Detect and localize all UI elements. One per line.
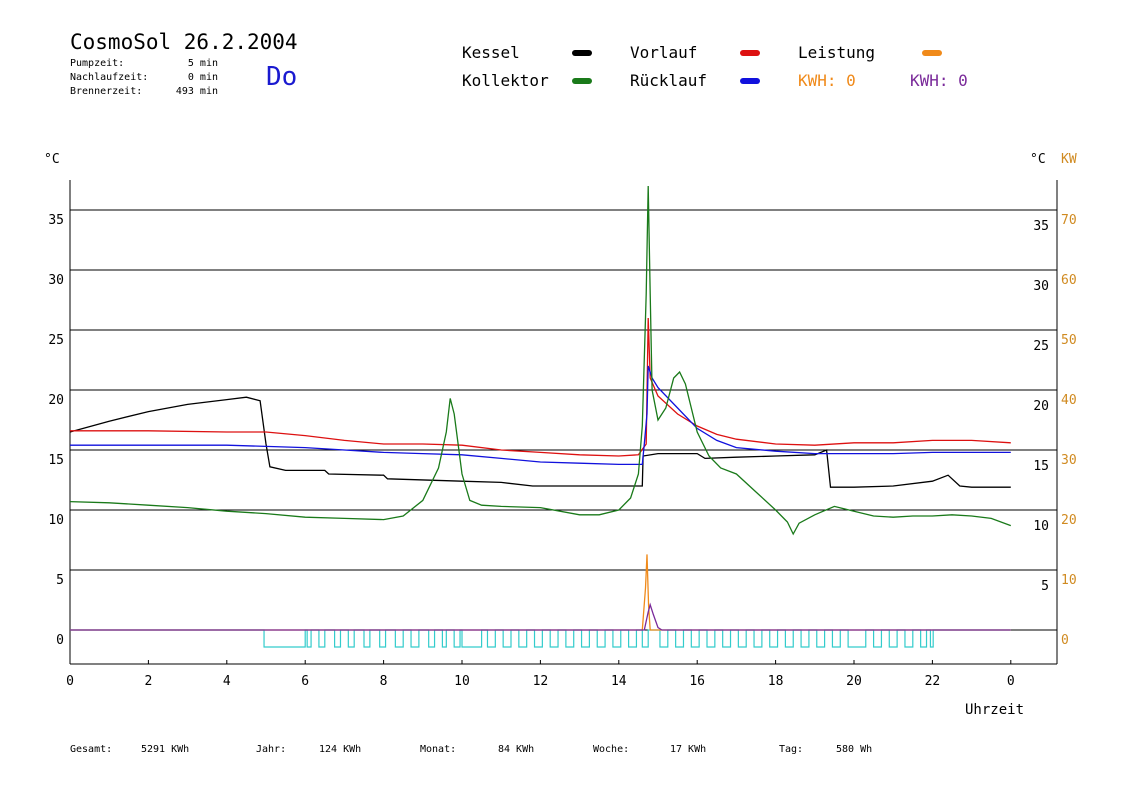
chart-grid — [70, 209, 1057, 631]
y-tick-label-left: 15 — [48, 453, 64, 468]
kw-tick-label: 10 — [1061, 573, 1077, 588]
y-axis-left-unit: °C — [44, 152, 60, 167]
chart-axes — [69, 180, 1058, 665]
x-axis-title: Uhrzeit — [965, 702, 1024, 718]
footer-monat-value: 84 KWh — [498, 744, 535, 755]
stat-pumpzeit-value: 5 min — [187, 58, 218, 69]
kw-tick-label: 20 — [1061, 513, 1077, 528]
legend-vorlauf-swatch — [740, 50, 760, 56]
series-kollektor — [69, 185, 1012, 536]
y-tick-label-left: 0 — [56, 633, 64, 648]
legend-kwh-orange: KWH: 0 — [798, 71, 856, 90]
y-tick-label-left: 35 — [48, 213, 64, 228]
footer-gesamt-value: 5291 KWh — [141, 744, 190, 755]
series-ruecklauf — [70, 365, 1011, 466]
x-tick-label: 0 — [1007, 674, 1015, 689]
y-tick-label-right: 35 — [1033, 219, 1049, 234]
stat-nachlaufzeit-value: 0 min — [187, 72, 218, 83]
legend-kessel-label: Kessel — [462, 43, 520, 62]
y-tick-label-left: 10 — [48, 513, 64, 528]
series-pump — [70, 629, 1011, 648]
app-title: CosmoSol 26.2.2004 — [70, 30, 298, 54]
legend-kollektor-swatch — [572, 78, 592, 84]
y-tick-label-left: 20 — [48, 393, 64, 408]
x-tick-label: 6 — [301, 674, 309, 689]
y-axis-right-unit: °C — [1030, 152, 1046, 167]
footer-jahr-value: 124 KWh — [319, 744, 362, 755]
stat-brennerzeit-label: Brennerzeit: — [70, 86, 143, 97]
x-tick-label: 8 — [380, 674, 388, 689]
series-kessel — [69, 396, 1011, 488]
legend-ruecklauf-label: Rücklauf — [630, 71, 708, 90]
legend-kwh-purple: KWH: 0 — [910, 71, 968, 90]
stat-nachlaufzeit-label: Nachlaufzeit: — [70, 72, 149, 83]
kw-tick-label: 0 — [1061, 633, 1069, 648]
stat-brennerzeit-value: 493 min — [175, 86, 218, 97]
weekday-label: Do — [266, 62, 298, 92]
x-tick-label: 0 — [66, 674, 74, 689]
y-tick-label-right: 20 — [1033, 399, 1049, 414]
series-purple — [70, 602, 1011, 631]
y-tick-label-left: 30 — [48, 273, 64, 288]
y-tick-label-right: 10 — [1033, 519, 1049, 534]
footer-woche-value: 17 KWh — [670, 744, 707, 755]
x-tick-label: 22 — [925, 674, 941, 689]
x-tick-label: 10 — [454, 674, 470, 689]
chart-series — [69, 185, 1012, 648]
x-tick-label: 16 — [689, 674, 705, 689]
footer-gesamt-label: Gesamt: — [70, 744, 113, 755]
kw-tick-label: 40 — [1061, 393, 1077, 408]
x-tick-label: 2 — [144, 674, 152, 689]
footer-tag-label: Tag: — [779, 744, 804, 755]
footer-woche-label: Woche: — [593, 744, 630, 755]
stat-pumpzeit-label: Pumpzeit: — [70, 58, 125, 69]
y-tick-label-right: 25 — [1033, 339, 1049, 354]
y-tick-label-left: 25 — [48, 333, 64, 348]
x-tick-label: 18 — [768, 674, 784, 689]
legend-kollektor-label: Kollektor — [462, 71, 549, 90]
legend-ruecklauf-swatch — [740, 78, 760, 84]
kw-tick-label: 60 — [1061, 273, 1077, 288]
x-tick-label: 12 — [533, 674, 549, 689]
legend-kessel-swatch — [572, 50, 592, 56]
x-tick-label: 4 — [223, 674, 231, 689]
kw-axis-unit: KW — [1061, 152, 1077, 167]
y-tick-label-right: 30 — [1033, 279, 1049, 294]
y-tick-label-right: 15 — [1033, 459, 1049, 474]
kw-tick-label: 70 — [1061, 213, 1077, 228]
legend-leistung-label: Leistung — [798, 43, 876, 62]
x-tick-label: 20 — [846, 674, 862, 689]
kw-tick-label: 50 — [1061, 333, 1077, 348]
y-tick-label-right: 5 — [1041, 579, 1049, 594]
footer-monat-label: Monat: — [420, 744, 457, 755]
series-leistung — [70, 554, 1011, 631]
chart-labels: 0 2 4 6 8 10 12 14 16 18 20 22 0 °C °C KW Uhrzeit 0 5 10 15 2… — [44, 152, 1077, 718]
series-vorlauf — [70, 317, 1011, 457]
y-tick-label-left: 5 — [56, 573, 64, 588]
kw-tick-label: 30 — [1061, 453, 1077, 468]
x-tick-label: 14 — [611, 674, 627, 689]
legend-vorlauf-label: Vorlauf — [630, 43, 698, 62]
footer-jahr-label: Jahr: — [256, 744, 287, 755]
footer-tag-value: 580 Wh — [836, 744, 873, 755]
legend-leistung-swatch — [922, 50, 942, 56]
